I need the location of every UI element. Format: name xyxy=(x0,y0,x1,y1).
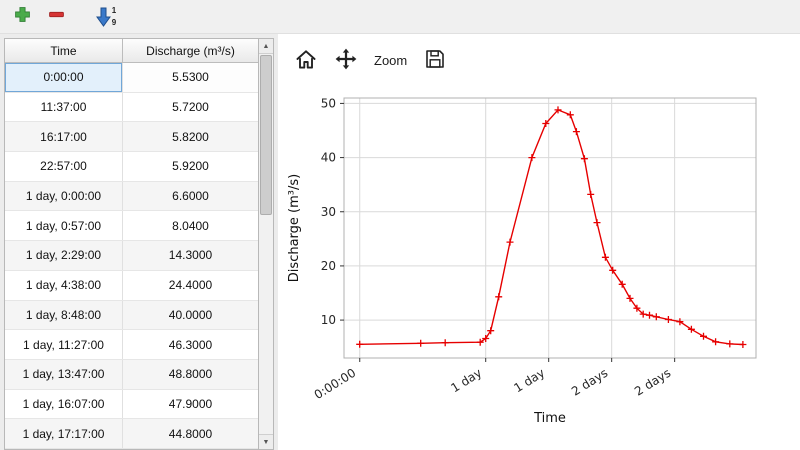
home-button[interactable] xyxy=(290,45,322,75)
pan-button[interactable] xyxy=(330,45,362,75)
discharge-cell[interactable]: 44.8000 xyxy=(168,426,213,441)
table-row[interactable]: 1 day, 16:07:00 47.9000 xyxy=(5,389,258,420)
zoom-button[interactable]: Zoom xyxy=(370,45,411,75)
table-row[interactable]: 1 day, 8:48:00 40.0000 xyxy=(5,300,258,331)
scrollbar-thumb[interactable] xyxy=(260,55,272,215)
svg-text:0:00:00: 0:00:00 xyxy=(312,366,359,402)
table-row[interactable]: 11:37:00 5.7200 xyxy=(5,92,258,123)
table-row[interactable]: 16:17:00 5.8200 xyxy=(5,122,258,153)
svg-text:50: 50 xyxy=(321,96,336,110)
discharge-cell[interactable]: 40.0000 xyxy=(168,307,213,322)
time-cell[interactable]: 1 day, 0:00:00 xyxy=(5,181,123,211)
chart-panel: Zoom 10 20 30 40 50 0:00:00 1 day 1 day 2 days 2 … xyxy=(278,34,800,450)
sort-digit-top: 1 xyxy=(111,5,117,15)
time-cell[interactable]: 1 day, 11:27:00 xyxy=(5,330,123,359)
sort-numeric-ascending-icon: 1 9 xyxy=(95,5,117,27)
scroll-down-button[interactable]: ▼ xyxy=(259,434,273,449)
svg-text:1 day: 1 day xyxy=(448,366,484,396)
column-header-discharge[interactable]: Discharge (m³/s) xyxy=(146,43,235,58)
svg-text:2 days: 2 days xyxy=(632,366,673,399)
table-row[interactable]: 1 day, 0:00:00 6.6000 xyxy=(5,181,258,212)
discharge-cell[interactable]: 5.8200 xyxy=(172,129,209,144)
time-cell[interactable]: 0:00:00 xyxy=(5,63,123,92)
svg-text:2 days: 2 days xyxy=(569,366,610,399)
time-cell[interactable]: 16:17:00 xyxy=(5,122,123,152)
add-row-button[interactable] xyxy=(8,3,36,31)
table-header-row: Time Discharge (m³/s) xyxy=(5,39,258,63)
svg-text:Discharge (m³/s): Discharge (m³/s) xyxy=(287,174,302,282)
time-cell[interactable]: 1 day, 13:47:00 xyxy=(5,359,123,389)
time-cell[interactable]: 22:57:00 xyxy=(5,152,123,181)
svg-text:Time: Time xyxy=(533,411,566,426)
table-row[interactable]: 1 day, 4:38:00 24.4000 xyxy=(5,270,258,301)
scroll-up-button[interactable]: ▲ xyxy=(259,39,273,54)
table-row[interactable]: 1 day, 2:29:00 14.3000 xyxy=(5,241,258,271)
table-row[interactable]: 1 day, 0:57:00 8.0400 xyxy=(5,211,258,242)
chart-area: 10 20 30 40 50 0:00:00 1 day 1 day 2 days 2 days T… xyxy=(278,78,800,450)
table-row[interactable]: 0:00:00 5.5300 xyxy=(5,63,258,93)
column-header-time[interactable]: Time xyxy=(5,39,123,62)
main-toolbar: 1 9 xyxy=(0,0,800,34)
discharge-cell[interactable]: 8.0400 xyxy=(172,218,209,233)
discharge-cell[interactable]: 5.9200 xyxy=(172,159,209,174)
svg-text:20: 20 xyxy=(321,259,336,273)
home-icon xyxy=(294,47,318,74)
discharge-cell[interactable]: 5.5300 xyxy=(172,70,209,85)
time-cell[interactable]: 1 day, 4:38:00 xyxy=(5,270,123,300)
remove-icon xyxy=(47,5,66,29)
remove-row-button[interactable] xyxy=(42,3,70,31)
time-cell[interactable]: 1 day, 17:17:00 xyxy=(5,419,123,448)
discharge-table: Time Discharge (m³/s) 0:00:00 5.5300 11:37… xyxy=(4,38,259,450)
discharge-cell[interactable]: 46.3000 xyxy=(168,337,213,352)
sort-button[interactable]: 1 9 xyxy=(92,3,120,31)
time-cell[interactable]: 11:37:00 xyxy=(5,92,123,122)
discharge-cell[interactable]: 48.8000 xyxy=(168,367,213,382)
svg-text:40: 40 xyxy=(321,151,336,165)
table-body: 0:00:00 5.5300 11:37:00 5.7200 16:17:00 5.820… xyxy=(5,63,258,449)
table-row[interactable]: 1 day, 17:17:00 44.8000 xyxy=(5,419,258,449)
add-icon xyxy=(13,5,32,29)
time-cell[interactable]: 1 day, 8:48:00 xyxy=(5,300,123,330)
save-button[interactable] xyxy=(419,45,451,75)
discharge-cell[interactable]: 47.9000 xyxy=(168,396,213,411)
time-cell[interactable]: 1 day, 0:57:00 xyxy=(5,211,123,241)
discharge-cell[interactable]: 5.7200 xyxy=(172,100,209,115)
scrollbar-track[interactable] xyxy=(259,54,273,434)
move-icon xyxy=(334,47,358,74)
table-row[interactable]: 1 day, 13:47:00 48.8000 xyxy=(5,359,258,390)
sort-digit-bottom: 9 xyxy=(111,17,117,27)
svg-text:10: 10 xyxy=(321,313,336,327)
zoom-button-label: Zoom xyxy=(374,52,408,68)
table-scrollbar[interactable]: ▲ ▼ xyxy=(259,38,274,450)
table-row[interactable]: 1 day, 11:27:00 46.3000 xyxy=(5,330,258,360)
discharge-cell[interactable]: 24.4000 xyxy=(168,278,213,293)
save-icon xyxy=(423,47,447,74)
chart-toolbar: Zoom xyxy=(278,34,800,78)
time-cell[interactable]: 1 day, 2:29:00 xyxy=(5,241,123,270)
table-row[interactable]: 22:57:00 5.9200 xyxy=(5,152,258,182)
discharge-cell[interactable]: 6.6000 xyxy=(172,189,209,204)
time-series-panel: Time Discharge (m³/s) 0:00:00 5.5300 11:37… xyxy=(4,38,274,450)
svg-text:1 day: 1 day xyxy=(511,366,547,396)
svg-text:30: 30 xyxy=(321,205,336,219)
discharge-cell[interactable]: 14.3000 xyxy=(168,248,213,263)
time-cell[interactable]: 1 day, 16:07:00 xyxy=(5,389,123,419)
